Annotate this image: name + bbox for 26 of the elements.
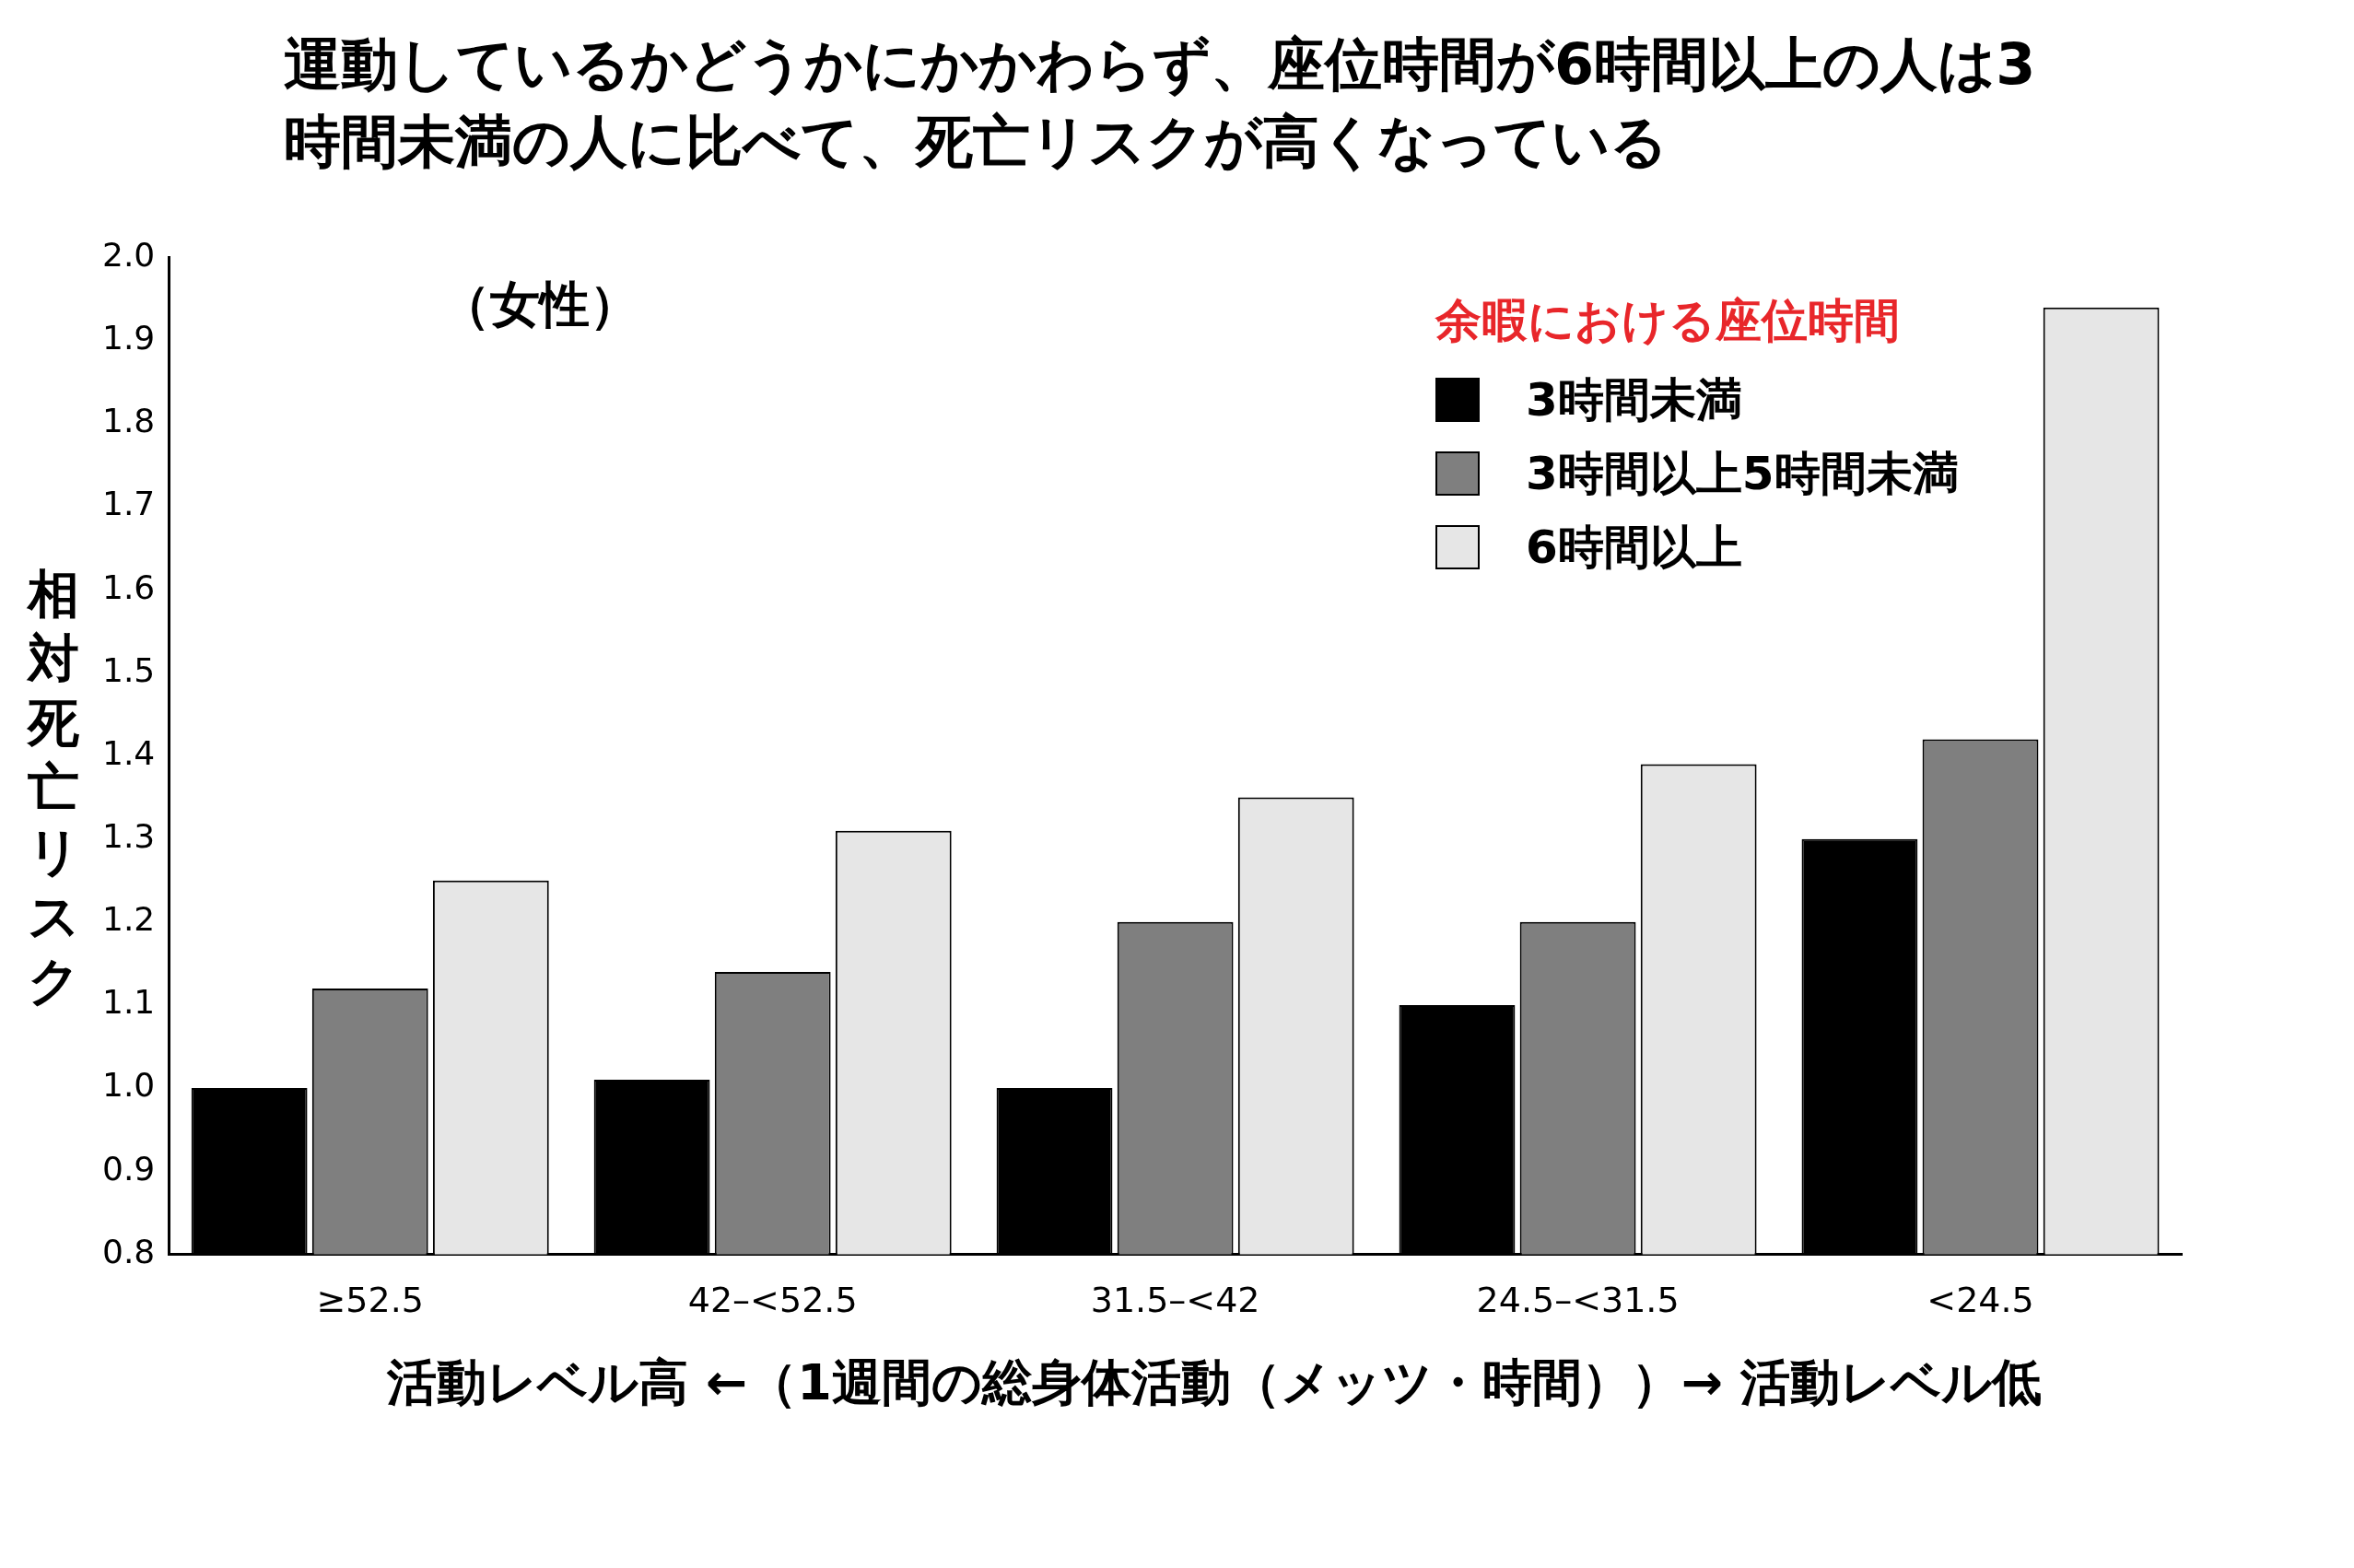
y-tick-label: 1.8	[101, 402, 156, 440]
legend-label: 3時間以上5時間未満	[1526, 445, 1959, 502]
x-tick-label: 31.5–<42	[1090, 1280, 1260, 1321]
y-tick-label: 1.3	[101, 817, 156, 856]
legend-label: 3時間未満	[1526, 371, 1742, 428]
y-tick-label: 2.0	[101, 236, 156, 275]
legend-label: 6時間以上	[1526, 519, 1742, 576]
y-tick-label: 1.2	[101, 900, 156, 939]
annotation: （女性）	[440, 275, 639, 336]
y-tick-label: 1.4	[101, 734, 156, 773]
y-tick-label: 1.6	[101, 568, 156, 606]
y-tick-label: 1.1	[101, 983, 156, 1022]
x-axis-title: 活動レベル高 ←（1週間の総身体活動（メッツ・時間））→ 活動レベル低	[385, 1352, 2043, 1414]
y-tick-label: 1.0	[101, 1066, 156, 1105]
y-tick-label: 1.7	[101, 485, 156, 523]
x-tick-label: 24.5–<31.5	[1476, 1280, 1680, 1321]
y-tick-label: 1.9	[101, 319, 156, 357]
y-tick-label: 1.5	[101, 651, 156, 690]
x-tick-label: 42–<52.5	[687, 1280, 858, 1321]
y-axis-title: 相対死亡リスク	[26, 563, 81, 1013]
chart-title: 運動しているかどうかにかかわらず、座位時間が6時間以上の人は3時間未満の人に比べて、死亡リスクが高くなっている	[283, 29, 2037, 177]
x-tick-label: <24.5	[1927, 1280, 2034, 1321]
x-tick-label: ≥52.5	[316, 1280, 424, 1321]
legend-title: 余暇における座位時間	[1435, 293, 1901, 350]
y-tick-label: 0.8	[101, 1233, 156, 1271]
y-tick-label: 0.9	[101, 1149, 156, 1188]
